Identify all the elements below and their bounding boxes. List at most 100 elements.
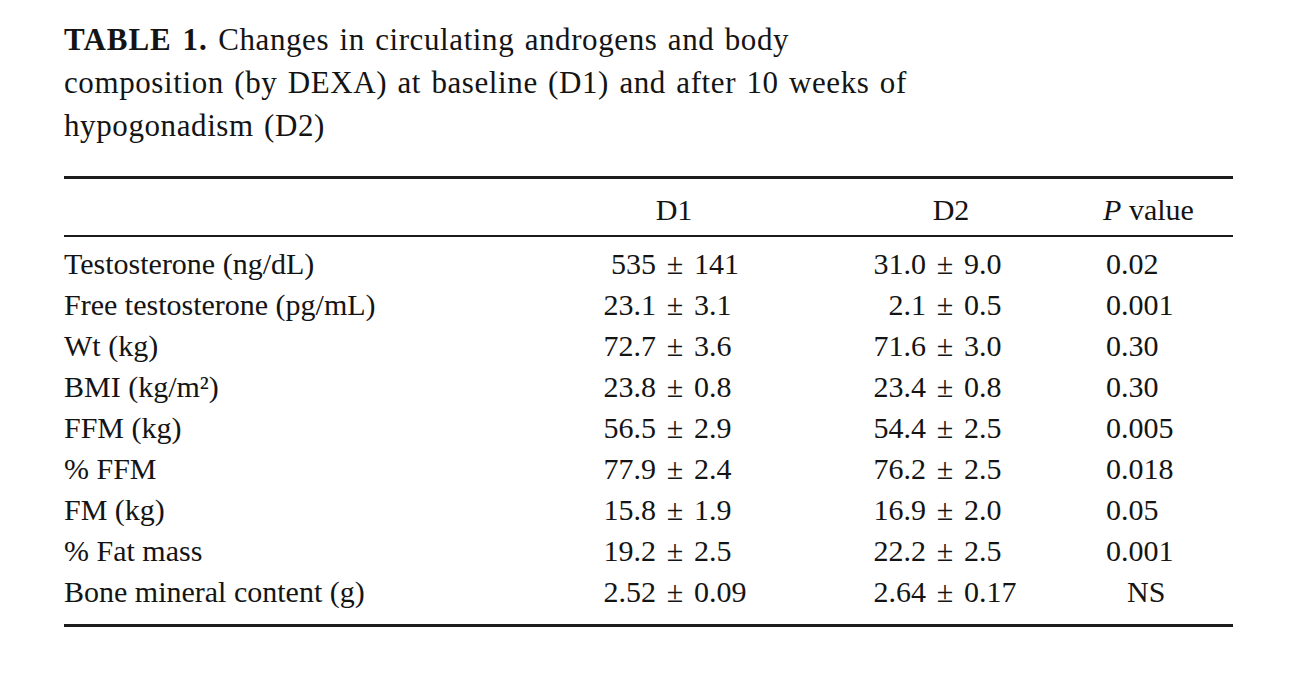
- d2-mean: 2.64: [794, 575, 926, 609]
- plus-minus-icon: ±: [656, 247, 694, 281]
- d2-cell: 71.6±3.0: [794, 325, 1044, 366]
- row-label: BMI (kg/m²): [64, 366, 554, 407]
- table-row: FM (kg) 15.8±1.9 16.9±2.0 0.05: [64, 489, 1233, 530]
- p-value-cell: 0.05: [1044, 489, 1233, 530]
- plus-minus-icon: ±: [926, 247, 964, 281]
- d2-mean: 54.4: [794, 411, 926, 445]
- table-caption-line3: hypogonadism (D2): [64, 108, 325, 143]
- plus-minus-icon: ±: [926, 575, 964, 609]
- table-row: Testosterone (ng/dL) 535±141 31.0±9.0 0.…: [64, 236, 1233, 284]
- d2-mean: 2.1: [794, 288, 926, 322]
- plus-minus-icon: ±: [656, 452, 694, 486]
- d2-sd: 2.5: [964, 411, 1050, 445]
- d2-mean: 22.2: [794, 534, 926, 568]
- col-header-d1: D1: [554, 178, 794, 237]
- row-label: FM (kg): [64, 489, 554, 530]
- d2-sd: 0.17: [964, 575, 1050, 609]
- d2-sd: 3.0: [964, 329, 1050, 363]
- d1-sd: 0.09: [694, 575, 780, 609]
- d1-cell: 535±141: [554, 236, 794, 284]
- d1-cell: 23.1±3.1: [554, 284, 794, 325]
- col-header-pvalue: P value: [1044, 178, 1233, 237]
- d1-cell: 23.8±0.8: [554, 366, 794, 407]
- header-row: D1 D2 P value: [64, 178, 1233, 237]
- p-value-header-italic: P: [1103, 193, 1121, 226]
- d2-sd: 2.5: [964, 534, 1050, 568]
- d2-sd: 0.5: [964, 288, 1050, 322]
- row-label: FFM (kg): [64, 407, 554, 448]
- table-row: % FFM 77.9±2.4 76.2±2.5 0.018: [64, 448, 1233, 489]
- d2-cell: 54.4±2.5: [794, 407, 1044, 448]
- results-table: D1 D2 P value Testosterone (ng/dL) 535±1…: [64, 176, 1233, 627]
- row-label: Testosterone (ng/dL): [64, 236, 554, 284]
- d1-mean: 19.2: [554, 534, 656, 568]
- d1-cell: 56.5±2.9: [554, 407, 794, 448]
- d1-sd: 1.9: [694, 493, 780, 527]
- table-row: % Fat mass 19.2±2.5 22.2±2.5 0.001: [64, 530, 1233, 571]
- d1-mean: 56.5: [554, 411, 656, 445]
- plus-minus-icon: ±: [926, 452, 964, 486]
- d2-cell: 31.0±9.0: [794, 236, 1044, 284]
- p-value: 0.05: [1106, 493, 1159, 526]
- p-value-cell: 0.02: [1044, 236, 1233, 284]
- d2-mean: 76.2: [794, 452, 926, 486]
- d2-mean: 71.6: [794, 329, 926, 363]
- plus-minus-icon: ±: [926, 534, 964, 568]
- d1-sd: 2.9: [694, 411, 780, 445]
- p-value: 0.001: [1106, 534, 1174, 567]
- d1-sd: 2.4: [694, 452, 780, 486]
- d1-mean: 23.1: [554, 288, 656, 322]
- plus-minus-icon: ±: [926, 288, 964, 322]
- p-value: 0.001: [1106, 288, 1174, 321]
- d1-mean: 23.8: [554, 370, 656, 404]
- plus-minus-icon: ±: [926, 329, 964, 363]
- p-value-cell: 0.005: [1044, 407, 1233, 448]
- d2-cell: 22.2±2.5: [794, 530, 1044, 571]
- d2-cell: 16.9±2.0: [794, 489, 1044, 530]
- table-row: Bone mineral content (g) 2.52±0.09 2.64±…: [64, 571, 1233, 626]
- col-header-d2: D2: [794, 178, 1044, 237]
- d2-sd: 2.5: [964, 452, 1050, 486]
- p-value-cell: 0.30: [1044, 325, 1233, 366]
- table-caption: TABLE 1. Changes in circulating androgen…: [64, 18, 1214, 147]
- p-value-cell: NS: [1044, 571, 1233, 626]
- plus-minus-icon: ±: [656, 493, 694, 527]
- d2-mean: 31.0: [794, 247, 926, 281]
- row-label: Free testosterone (pg/mL): [64, 284, 554, 325]
- d2-cell: 23.4±0.8: [794, 366, 1044, 407]
- d2-sd: 0.8: [964, 370, 1050, 404]
- p-value: 0.30: [1106, 329, 1159, 362]
- p-value-cell: 0.001: [1044, 530, 1233, 571]
- plus-minus-icon: ±: [656, 411, 694, 445]
- d1-sd: 3.1: [694, 288, 780, 322]
- d2-mean: 23.4: [794, 370, 926, 404]
- d1-cell: 72.7±3.6: [554, 325, 794, 366]
- d1-mean: 72.7: [554, 329, 656, 363]
- p-value: 0.018: [1106, 452, 1174, 485]
- d2-mean: 16.9: [794, 493, 926, 527]
- p-value: NS: [1127, 575, 1165, 609]
- table-body: Testosterone (ng/dL) 535±141 31.0±9.0 0.…: [64, 236, 1233, 626]
- plus-minus-icon: ±: [656, 534, 694, 568]
- col-header-empty: [64, 178, 554, 237]
- table-caption-line2: composition (by DEXA) at baseline (D1) a…: [64, 65, 907, 100]
- d2-cell: 2.1±0.5: [794, 284, 1044, 325]
- d1-cell: 19.2±2.5: [554, 530, 794, 571]
- table-row: Wt (kg) 72.7±3.6 71.6±3.0 0.30: [64, 325, 1233, 366]
- table-row: FFM (kg) 56.5±2.9 54.4±2.5 0.005: [64, 407, 1233, 448]
- plus-minus-icon: ±: [656, 575, 694, 609]
- p-value-cell: 0.30: [1044, 366, 1233, 407]
- d1-sd: 0.8: [694, 370, 780, 404]
- d2-sd: 2.0: [964, 493, 1050, 527]
- d1-sd: 3.6: [694, 329, 780, 363]
- d1-cell: 2.52±0.09: [554, 571, 794, 626]
- p-value-header-rest: value: [1129, 193, 1194, 226]
- table-row: BMI (kg/m²) 23.8±0.8 23.4±0.8 0.30: [64, 366, 1233, 407]
- d2-cell: 76.2±2.5: [794, 448, 1044, 489]
- plus-minus-icon: ±: [926, 411, 964, 445]
- page: TABLE 1. Changes in circulating androgen…: [0, 0, 1300, 627]
- d1-mean: 2.52: [554, 575, 656, 609]
- row-label: Wt (kg): [64, 325, 554, 366]
- plus-minus-icon: ±: [656, 288, 694, 322]
- plus-minus-icon: ±: [656, 370, 694, 404]
